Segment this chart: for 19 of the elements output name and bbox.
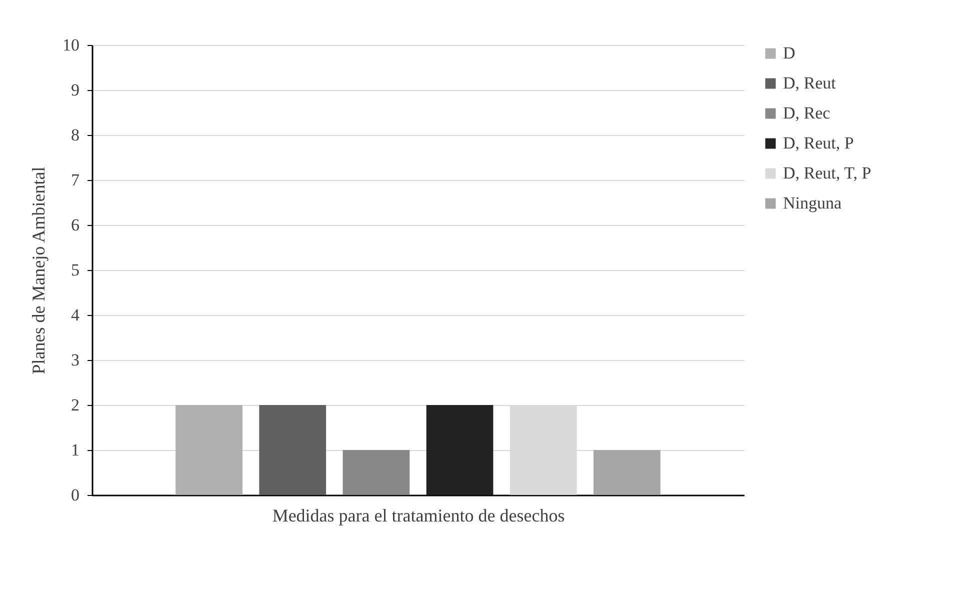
y-tick-label: 4: [71, 306, 80, 324]
y-tick-label: 1: [71, 440, 80, 460]
legend-label: D, Rec: [783, 104, 831, 122]
x-axis-title: Medidas para el tratamiento de desechos: [272, 506, 565, 526]
legend-label: D, Reut, T, P: [783, 164, 872, 182]
legend-label: D, Reut: [783, 74, 836, 92]
legend-label: Ninguna: [783, 194, 842, 212]
y-tick-label: 8: [71, 126, 80, 144]
y-tick-label: 0: [71, 486, 80, 504]
legend-label: D: [783, 44, 796, 62]
y-tick-label: 3: [71, 350, 80, 370]
y-tick-label: 10: [62, 36, 80, 54]
y-axis-title: Planes de Manejo Ambiental: [28, 166, 48, 374]
y-tick-label: 9: [71, 80, 80, 100]
legend-label: D, Reut, P: [783, 134, 854, 152]
y-tick-label: 6: [71, 216, 80, 234]
y-tick-label: 5: [71, 260, 80, 280]
y-tick-label: 7: [71, 170, 80, 190]
y-tick-label: 2: [71, 396, 80, 414]
